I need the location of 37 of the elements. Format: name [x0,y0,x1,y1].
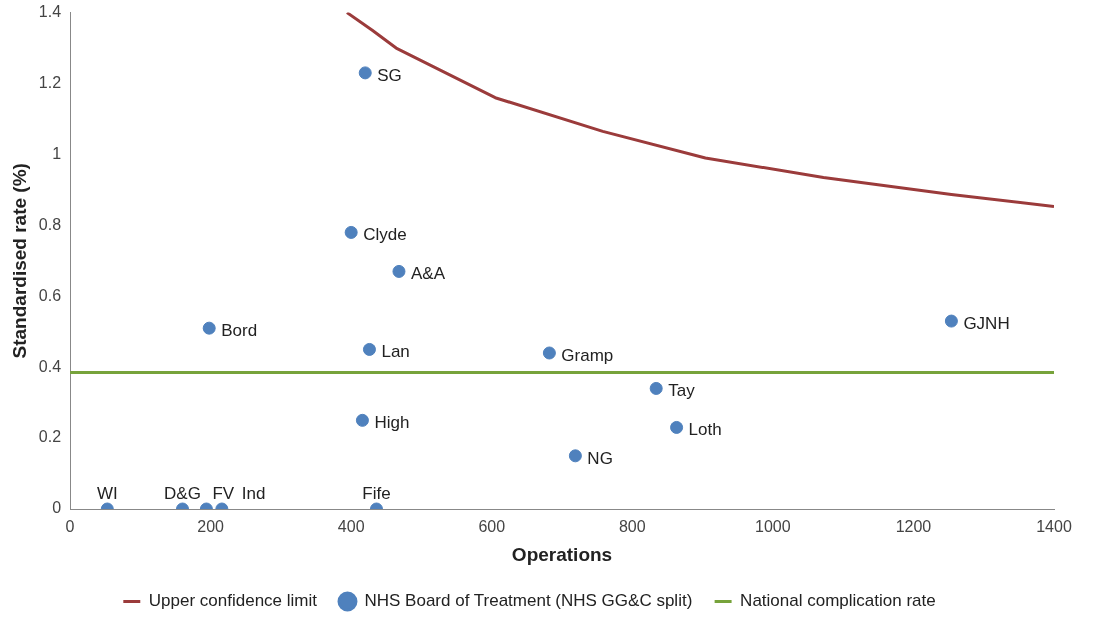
x-axis-title: Operations [511,543,613,565]
y-tick-label: 0.8 [38,215,62,233]
annotation: Tay [668,381,696,401]
x-tick-label: 800 [618,518,646,536]
x-tick-label: 1200 [895,518,932,536]
annotation: Bord [221,321,258,341]
annotation: Gramp [561,345,614,365]
y-tick-label: 0 [52,499,62,517]
annotation: A&A [410,264,446,284]
x-tick-label: 1400 [1036,518,1072,536]
annotation: High [374,413,410,433]
annotation: SG [377,65,402,85]
y-tick-label: 0.4 [38,357,62,375]
x-tick-label: 200 [197,518,225,536]
annotation: Clyde [363,225,407,245]
x-tick-label: 400 [337,518,365,536]
annotation: NG [587,448,613,468]
annotation: D&G [164,484,201,503]
annotation: WI [96,484,118,503]
y-tick-label: 0.2 [38,428,62,446]
x-tick-label: 1000 [755,518,791,536]
legend-label: Upper confidence limit [148,591,318,611]
y-tick-label: 1.4 [38,3,62,21]
x-tick-label: 0 [65,518,75,536]
legend-label: NHS Board of Treatment (NHS GG&C split) [364,591,693,611]
annotation: Fife [362,484,391,503]
annotation: Lan [381,342,410,362]
annotation: FV [212,484,235,503]
y-axis-title: Standardised rate (%) [8,163,30,359]
annotation: GJNH [963,314,1010,334]
legend-label: National complication rate [740,591,936,611]
x-tick-label: 600 [478,518,506,536]
annotation: Ind [241,484,266,503]
y-tick-label: 1 [52,144,62,162]
annotation: Loth [688,420,722,440]
y-tick-label: 1.2 [38,73,62,91]
y-tick-label: 0.6 [38,286,62,304]
